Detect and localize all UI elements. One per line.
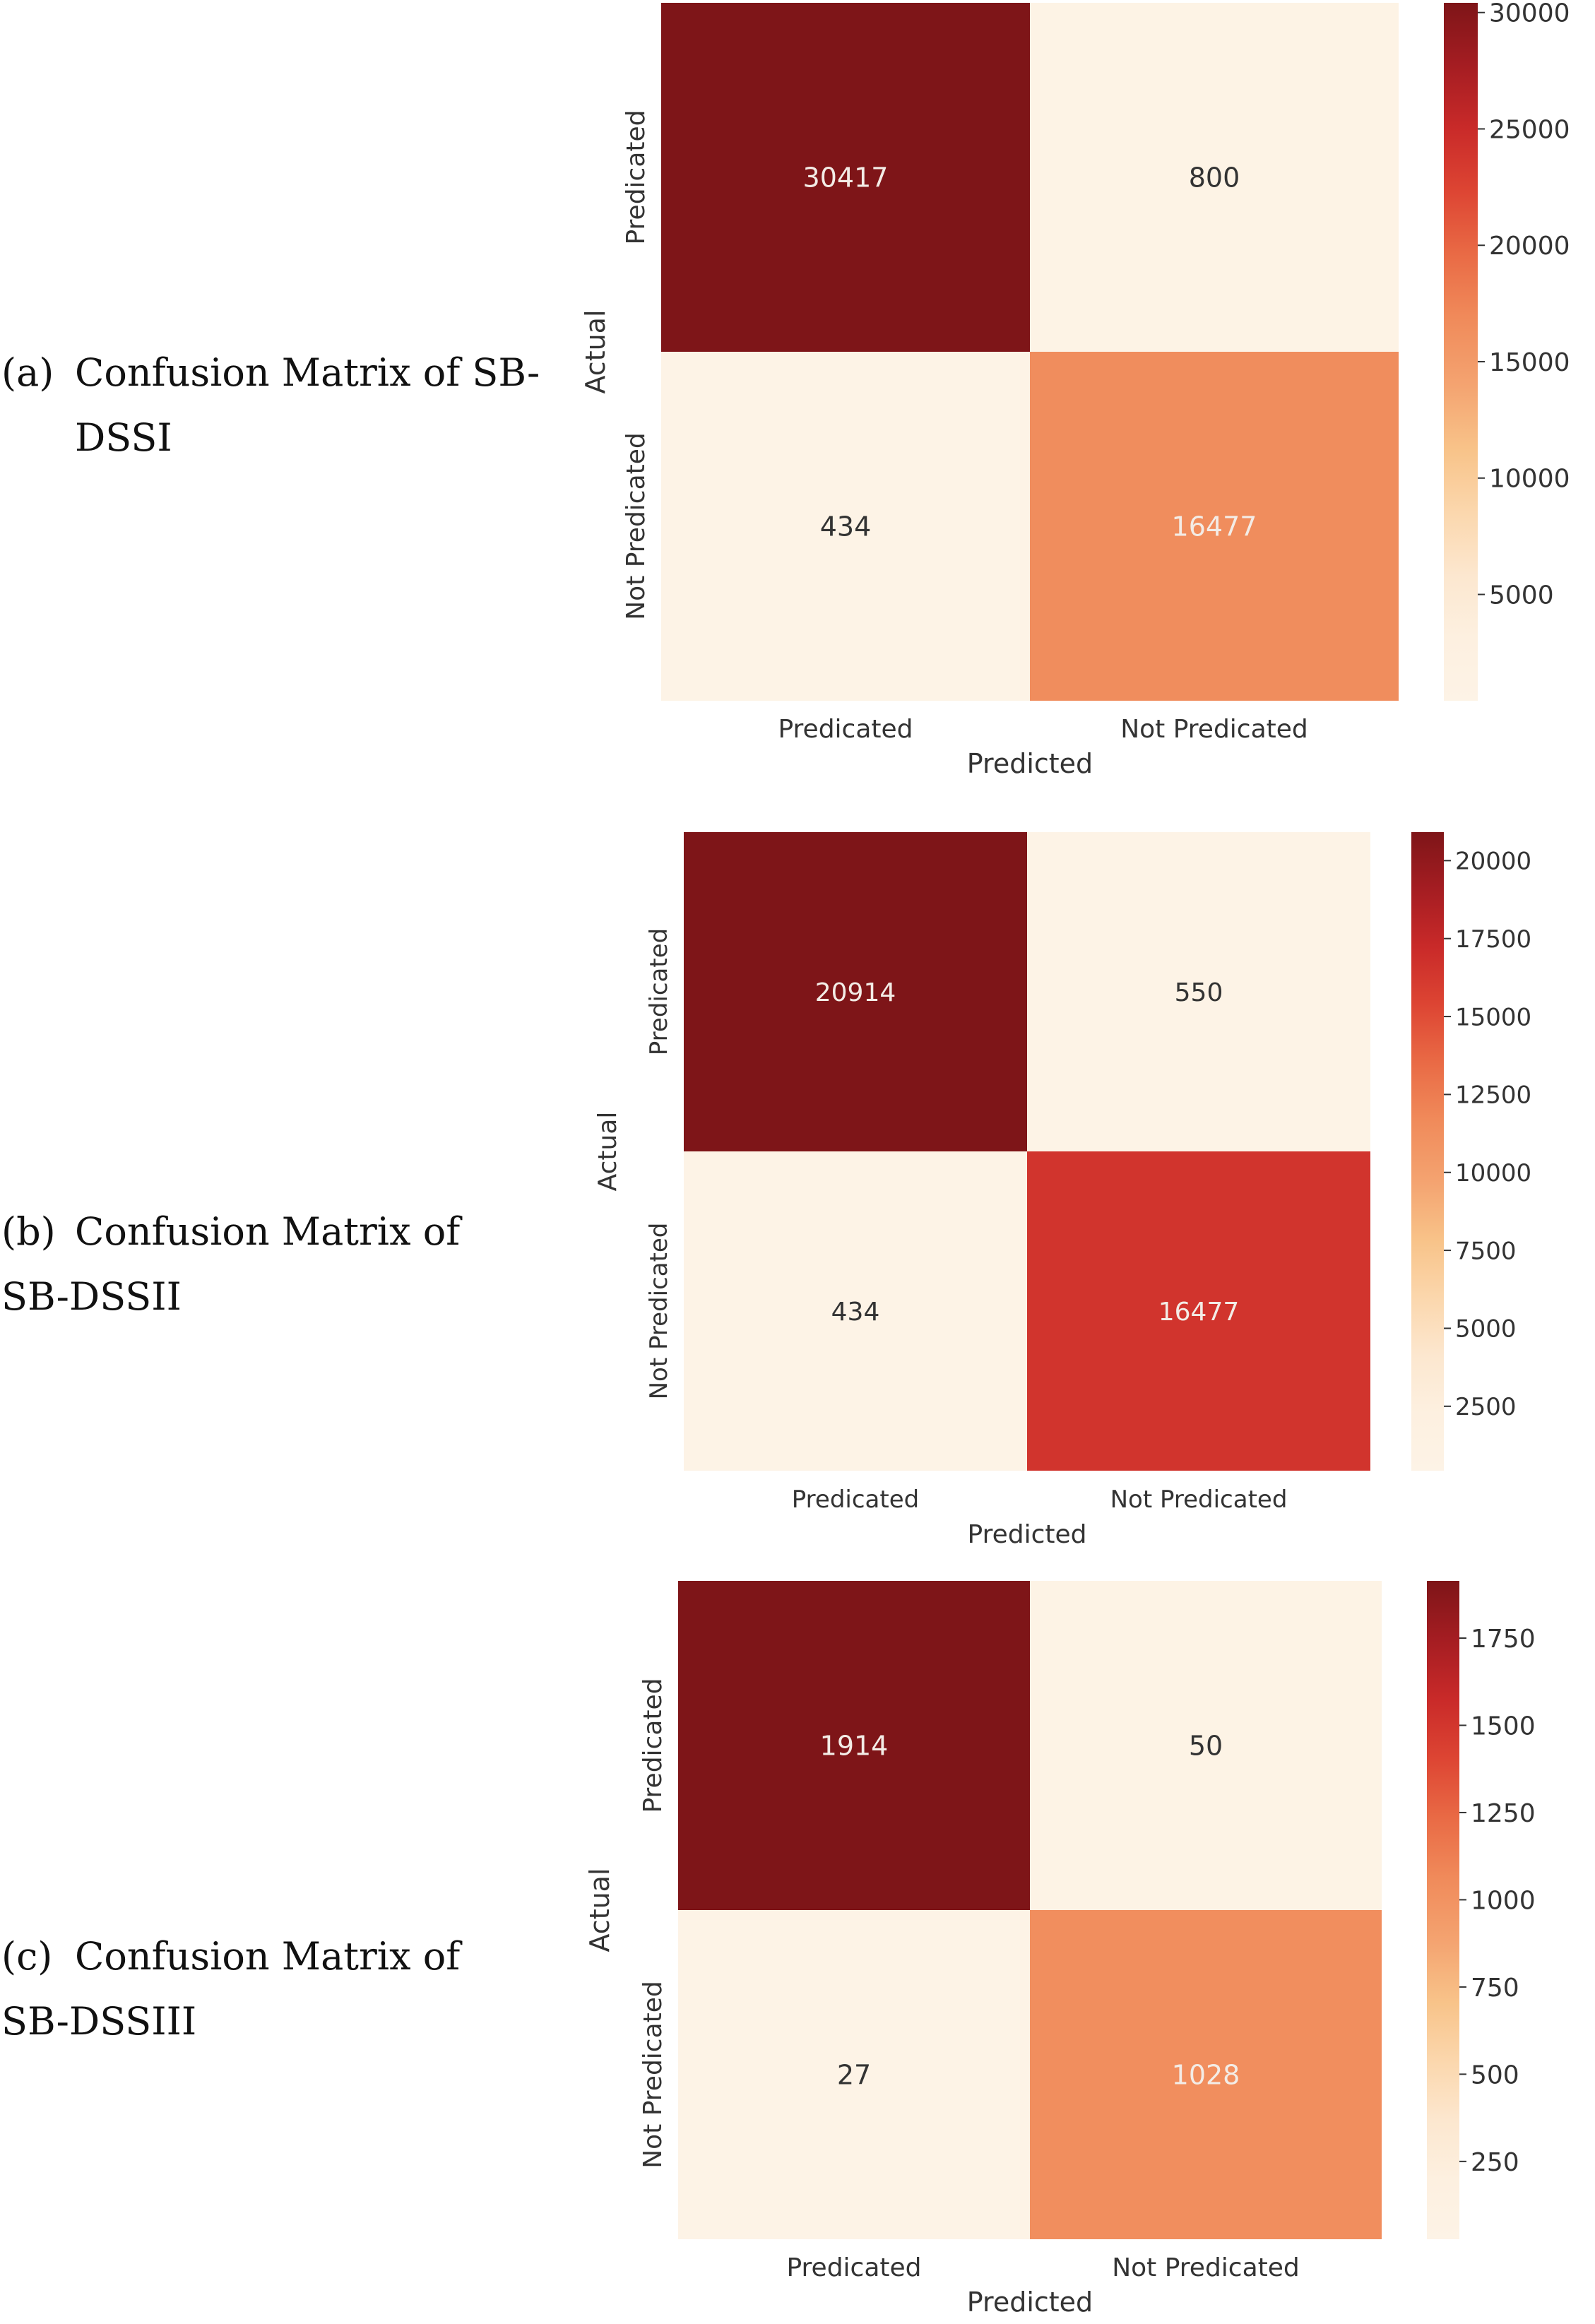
caption-b-tag: (b) [1, 1209, 56, 1254]
colorbar-tick-label: 7500 [1455, 1237, 1517, 1265]
colorbar-tick-label: 250 [1471, 2148, 1519, 2177]
colorbar-tick-label: 1750 [1471, 1625, 1536, 1654]
caption-a-line-1: Confusion Matrix of SB- [75, 350, 540, 395]
y-tick-label: Not Predicated [622, 432, 651, 620]
y-tick-label: Predicated [645, 928, 673, 1055]
heatmap-cell [684, 1151, 1027, 1471]
colorbar-tick-label: 10000 [1455, 1159, 1531, 1187]
y-tick-label: Predicated [622, 109, 651, 244]
colorbar-tick-label: 17500 [1455, 925, 1531, 954]
x-axis-label: Predicted [967, 748, 1093, 779]
colorbar-tick-label: 750 [1471, 1974, 1519, 2003]
cell-value-label: 16477 [1158, 1298, 1240, 1327]
cell-value-label: 20914 [815, 978, 896, 1007]
x-tick-label: Not Predicated [1110, 1486, 1288, 1514]
heatmap-cell [1030, 3, 1399, 352]
y-axis-label: Actual [580, 309, 611, 393]
colorbar [1411, 832, 1444, 1471]
colorbar [1427, 1581, 1459, 2239]
heatmap-panel-2: 20914 550 434 16477 Predicated Not Predicated… [593, 832, 1531, 1549]
heatmap-cell [1027, 832, 1370, 1151]
cell-value-label: 550 [1175, 978, 1223, 1007]
x-axis-label: Predicted [968, 1520, 1087, 1549]
caption-b-line-2: SB-DSSII [1, 1274, 182, 1319]
cell-value-label: 30417 [803, 162, 889, 194]
heatmap-cell [1030, 352, 1399, 701]
y-axis-label: Actual [584, 1868, 615, 1952]
colorbar-tick-label: 20000 [1489, 232, 1570, 261]
colorbar-tick-label: 1000 [1471, 1886, 1536, 1915]
x-tick-label: Not Predicated [1112, 2253, 1300, 2282]
y-tick-label: Not Predicated [645, 1223, 673, 1400]
cell-value-label: 1914 [820, 1731, 889, 1762]
cell-value-label: 800 [1189, 162, 1240, 194]
heatmap-cell [1030, 1910, 1382, 2239]
caption-a-line-2: DSSI [75, 415, 172, 460]
cell-value-label: 434 [831, 1298, 880, 1327]
caption-c-line-2: SB-DSSIII [1, 1999, 197, 2044]
colorbar [1444, 3, 1478, 701]
heatmap-cell [661, 352, 1030, 701]
y-tick-label: Not Predicated [639, 1981, 668, 2169]
colorbar-tick-label: 15000 [1455, 1003, 1531, 1031]
colorbar-tick-label: 30000 [1489, 0, 1570, 28]
x-tick-label: Not Predicated [1120, 715, 1308, 744]
y-tick-label: Predicated [639, 1678, 668, 1813]
colorbar-tick-label: 12500 [1455, 1081, 1531, 1110]
colorbar-tick-label: 1250 [1471, 1799, 1536, 1828]
colorbar-tick-label: 15000 [1489, 348, 1570, 377]
heatmap-cell [678, 1910, 1030, 2239]
colorbar-tick-label: 25000 [1489, 115, 1570, 144]
heatmap-panel-3: 1914 50 27 1028 Predicated Not Predicated Pred… [584, 1581, 1536, 2318]
cell-value-label: 50 [1189, 1731, 1223, 1762]
caption-c-tag: (c) [1, 1934, 53, 1979]
colorbar-tick-label: 5000 [1455, 1315, 1517, 1344]
colorbar-tick-label: 1500 [1471, 1712, 1536, 1741]
x-tick-label: Predicated [792, 1486, 919, 1514]
heatmap-cell [1030, 1581, 1382, 1910]
colorbar-tick-label: 2500 [1455, 1393, 1517, 1421]
heatmap-cell [1027, 1151, 1370, 1471]
heatmap-panel-1: 30417 800 434 16477 Predicated Not Predicated… [580, 0, 1570, 779]
colorbar-tick-label: 500 [1471, 2061, 1519, 2089]
colorbar-tick-label: 20000 [1455, 848, 1531, 876]
colorbar-tick-label: 5000 [1489, 581, 1554, 610]
y-axis-label: Actual [593, 1112, 622, 1192]
caption-b-line-1: Confusion Matrix of [75, 1209, 461, 1254]
cell-value-label: 434 [820, 511, 872, 543]
heatmap-panels: 30417 800 434 16477 Predicated Not Predicated… [580, 0, 1570, 2318]
caption-c-line-1: Confusion Matrix of [75, 1934, 461, 1979]
x-tick-label: Predicated [786, 2253, 921, 2282]
x-axis-label: Predicted [967, 2287, 1093, 2318]
cell-value-label: 1028 [1172, 2060, 1240, 2091]
heatmap-cell [678, 1581, 1030, 1910]
cell-value-label: 16477 [1172, 511, 1257, 543]
x-tick-label: Predicated [778, 715, 913, 744]
heatmap-cell [661, 3, 1030, 352]
colorbar-tick-label: 10000 [1489, 465, 1570, 494]
heatmap-cell [684, 832, 1027, 1151]
caption-a-tag: (a) [1, 350, 54, 395]
cell-value-label: 27 [837, 2060, 871, 2091]
